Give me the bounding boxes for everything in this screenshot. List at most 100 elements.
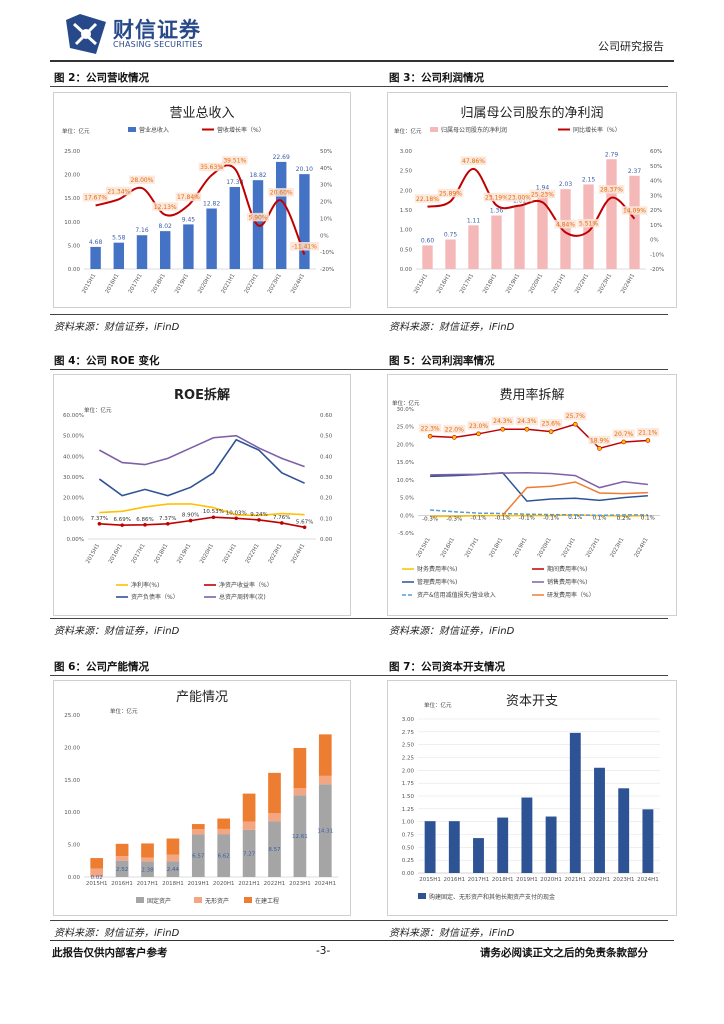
x-axis-tick: 2018H1 (492, 877, 514, 883)
period-expense-label: 18.9% (590, 437, 609, 444)
x-axis-tick: 2022H1 (245, 543, 261, 565)
period-expense-label-bg (467, 421, 490, 430)
company-logo-emblem (66, 14, 106, 54)
growth-value-label-bg (222, 156, 248, 165)
bar (159, 231, 171, 269)
chart-title: 营业总收入 (169, 106, 234, 121)
row2-rule (50, 369, 668, 370)
bar-value-label: 7.16 (135, 227, 149, 234)
x-axis-tick: 2022H1 (244, 273, 260, 295)
period-expense-marker (573, 421, 578, 427)
fixed-asset-value-label: 14.31 (317, 829, 333, 835)
legend-label: 研发费用率（%） (547, 591, 595, 599)
left-axis-tick: 10.00% (63, 516, 84, 522)
unit-label: 单位：亿元 (62, 127, 90, 135)
fig7-chart-frame: 资本开支 单位：亿元 0.00 0.25 0.50 0.75 1.00 1.25 1.50 1.7… (387, 680, 677, 916)
roe-value-label: 10.53% (203, 509, 224, 515)
left-axis-tick: 40.00% (63, 454, 84, 460)
roe-value-label: 6.86% (136, 517, 153, 523)
stacked-bar-segment (242, 821, 256, 830)
stacked-bar-segment (191, 834, 205, 877)
growth-value-label: 22.18% (416, 196, 439, 203)
bar-value-label: 2.03 (559, 181, 573, 188)
capex-bar (521, 797, 533, 873)
growth-value-label: 5.90% (248, 214, 267, 221)
series-line (99, 434, 305, 468)
left-axis-tick: 15.0% (397, 460, 414, 466)
right-axis-tick: 40% (320, 166, 332, 172)
period-expense-label: 24.3% (493, 418, 512, 425)
period-expense-label-bg (540, 419, 563, 428)
growth-value-label: 28.37% (600, 187, 623, 194)
fixed-asset-value-label: 2.38 (141, 867, 154, 873)
stacked-bar-segment (268, 821, 281, 877)
roe-marker (120, 523, 124, 527)
left-axis-tick: 20.00 (64, 173, 80, 179)
unit-label: 单位：亿元 (110, 707, 138, 715)
bar-value-label: 18.82 (249, 172, 266, 179)
x-axis-tick: 2017H1 (128, 273, 144, 295)
stacked-bar-segment (141, 843, 154, 858)
growth-value-label-bg (198, 162, 225, 172)
growth-value-label: 20.60% (270, 190, 293, 197)
left-axis-tick: 30.00% (63, 475, 84, 481)
fig6-chart-frame: 产能情况 单位：亿元 0.00 5.00 10.00 15.00 20.00 25.00 0.0… (53, 680, 351, 916)
fig3-chart-frame: 归属母公司股东的净利润 单位：亿元 归属母公司股东的净利润 同比增长率（%） 0.00 0… (387, 92, 677, 308)
period-expense-label: 22.0% (445, 426, 464, 433)
legend-label: 管理费用率(%) (417, 578, 457, 586)
roe-value-label: 8.90% (182, 513, 199, 519)
x-axis-tick: 2015H1 (419, 877, 441, 883)
roe-marker (166, 521, 170, 526)
left-axis-tick: 15.00 (64, 196, 80, 202)
period-expense-label: 21.1% (638, 430, 657, 437)
fig6-caption: 图 6：公司产能情况 (54, 661, 149, 673)
finance-expense-label: -0.3% (446, 516, 462, 522)
series-line (99, 516, 305, 529)
left-axis-tick: 1.75 (402, 781, 415, 787)
x-axis-tick: 2019H1 (176, 543, 192, 565)
legend-swatch (418, 893, 426, 899)
left-axis-tick: 0.00 (400, 267, 413, 273)
right-axis-tick: -20% (650, 267, 664, 273)
left-axis-tick: 0.00 (68, 875, 81, 881)
period-expense-marker (645, 438, 651, 443)
legend-label: 无形资产 (205, 897, 229, 905)
left-axis-tick: 3.00 (400, 149, 413, 155)
x-axis-tick: 2021H1 (221, 273, 237, 295)
unit-label: 单位：亿元 (84, 406, 112, 414)
bar (537, 192, 548, 269)
growth-value-label-bg (82, 192, 109, 202)
growth-value-label: 28.00% (131, 177, 154, 184)
legend-swatch (136, 897, 144, 903)
legend-label: 资产&信用减值损失/营业收入 (417, 591, 496, 599)
left-axis-tick: 2.75 (402, 730, 415, 736)
right-axis-tick: 0.50 (320, 434, 333, 440)
bar (514, 205, 525, 269)
right-axis-tick: 10% (320, 216, 332, 222)
x-axis-tick: 2020H1 (197, 273, 213, 295)
left-axis-tick: 0.25 (402, 858, 415, 864)
chart-title: 归属母公司股东的净利润 (460, 105, 603, 121)
growth-value-label: 5.51% (579, 220, 598, 227)
x-axis-tick: 2016H1 (105, 273, 121, 295)
x-axis-tick: 2024H1 (290, 273, 306, 295)
period-expense-label-bg (612, 429, 635, 438)
x-axis-tick: 2021H1 (551, 273, 567, 295)
bar-value-label: 1.94 (536, 185, 550, 192)
x-axis-tick: 2023H1 (267, 273, 283, 295)
right-axis-tick: 0% (650, 238, 659, 244)
x-axis-tick: 2016H1 (443, 877, 465, 883)
right-axis-tick: 0% (320, 233, 329, 239)
growth-value-label-bg (483, 192, 510, 202)
right-axis-tick: 50% (650, 164, 662, 170)
x-axis-tick: 2017H1 (468, 877, 490, 883)
left-axis-tick: 5.00 (68, 243, 81, 249)
period-expense-label-bg (419, 423, 442, 433)
left-axis-tick: 1.50 (402, 794, 415, 800)
right-axis-tick: 0.40 (320, 454, 333, 460)
period-expense-label: 22.3% (421, 425, 440, 432)
growth-value-label: 21.34% (107, 188, 130, 195)
